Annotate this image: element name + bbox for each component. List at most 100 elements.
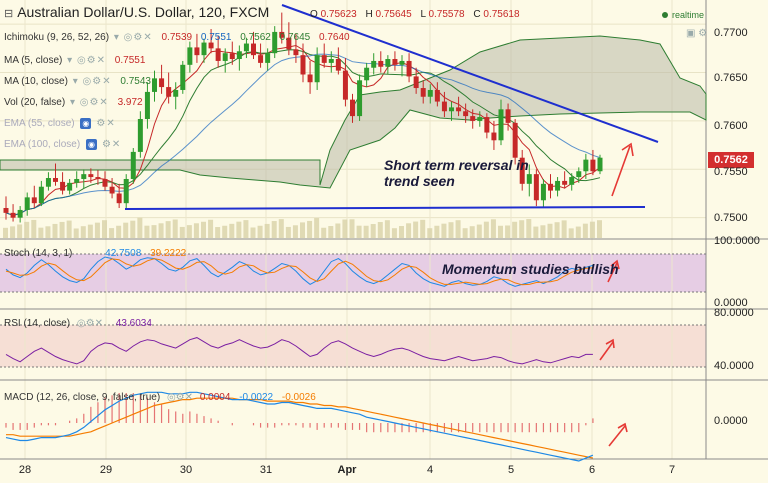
candle-body xyxy=(81,174,87,179)
rsi-y-tick: 40.0000 xyxy=(714,360,754,372)
stoch-d-line xyxy=(5,258,593,286)
volume-bar xyxy=(441,223,447,238)
volume-bar xyxy=(561,220,567,238)
legend-ema100[interactable]: EMA (100, close) ◉ ⚙✕ xyxy=(4,139,122,151)
candle-body xyxy=(420,88,426,97)
candle-body xyxy=(392,59,398,65)
volume-bar xyxy=(589,221,595,238)
bullish-arrows xyxy=(599,142,634,447)
candle-body xyxy=(31,197,37,204)
volume-bar xyxy=(519,220,525,238)
candle-body xyxy=(45,178,51,187)
volume-bar xyxy=(554,222,560,238)
volume-bar xyxy=(193,223,199,238)
volume-bar xyxy=(363,225,369,238)
x-tick: 29 xyxy=(99,464,113,476)
settings-icon[interactable]: ▣ ⚙ xyxy=(686,28,708,39)
candle-body xyxy=(562,180,568,185)
candle-body xyxy=(272,31,278,54)
volume-bar xyxy=(307,220,313,238)
volume-bar xyxy=(533,226,539,238)
volume-bar xyxy=(80,226,86,238)
legend-ichimoku[interactable]: Ichimoku (9, 26, 52, 26) ▾ ◎⚙✕ 0.7539 0.… xyxy=(4,32,350,43)
legend-ema55[interactable]: EMA (55, close) ◉ ⚙✕ xyxy=(4,118,116,130)
candle-body xyxy=(335,59,341,71)
volume-bar xyxy=(547,223,553,238)
candle-body xyxy=(314,55,320,83)
candle-body xyxy=(526,174,532,184)
last-price-tag: 0.7562 xyxy=(708,152,754,168)
volume-bar xyxy=(568,228,574,238)
volume-bar xyxy=(490,219,496,238)
candle-body xyxy=(441,101,447,112)
volume-bar xyxy=(300,222,305,238)
macd-legend[interactable]: MACD (12, 26, close, 9, false, true) ◎⚙✕… xyxy=(4,392,316,403)
volume-bar xyxy=(144,225,150,238)
volume-bar xyxy=(59,221,65,238)
volume-bar xyxy=(151,225,157,238)
candle-body xyxy=(187,47,193,65)
legend-ma5[interactable]: MA (5, close) ▾ ◎⚙✕ 0.7551 xyxy=(4,55,146,66)
support-line[interactable] xyxy=(124,206,646,210)
candle-body xyxy=(399,60,405,65)
volume-bar xyxy=(512,221,518,238)
candle-body xyxy=(548,183,553,191)
volume-bar xyxy=(399,226,404,238)
volume-bar xyxy=(87,224,93,238)
candle-body xyxy=(569,177,575,185)
volume-bar xyxy=(505,225,511,238)
candle-body xyxy=(144,91,150,119)
candle-body xyxy=(159,78,165,88)
stoch-y-tick: 0.0000 xyxy=(714,297,748,309)
candle-body xyxy=(533,174,539,201)
volume-bar xyxy=(45,226,51,238)
candle-body xyxy=(265,53,271,63)
collapse-icon[interactable]: ⊟ xyxy=(4,8,14,20)
arrow-icon-price xyxy=(611,142,634,197)
candlesticks[interactable] xyxy=(3,12,603,223)
annotation-reversal[interactable]: Short term reversal in trend seen xyxy=(384,157,529,189)
volume-bar xyxy=(413,221,419,238)
candle-body xyxy=(215,48,221,61)
realtime-badge: realtime xyxy=(662,10,704,20)
candle-body xyxy=(222,53,228,61)
candle-body xyxy=(427,89,433,97)
candle-body xyxy=(321,55,327,63)
candle-body xyxy=(449,107,454,112)
candle-body xyxy=(3,208,9,213)
candle-body xyxy=(576,171,582,178)
stoch-y-tick: 100.0000 xyxy=(714,235,760,247)
candle-body xyxy=(152,78,157,92)
volume-bar xyxy=(52,223,58,238)
legend-vol[interactable]: Vol (20, false) ▾ ◎⚙✕ 3.972 xyxy=(4,97,143,108)
candle-body xyxy=(364,67,370,81)
volume-bar xyxy=(427,228,433,238)
x-tick: 31 xyxy=(259,464,273,476)
stoch-legend[interactable]: Stoch (14, 3, 1) 42.7508 39.2222 xyxy=(4,248,187,259)
volume-bar xyxy=(356,225,362,238)
candle-body xyxy=(519,157,525,184)
x-tick: 30 xyxy=(179,464,193,476)
volume-bar xyxy=(377,222,383,238)
volume-bar xyxy=(24,221,30,238)
volume-bar xyxy=(462,228,468,238)
candle-body xyxy=(342,70,348,100)
arrow-icon-macd xyxy=(608,422,628,447)
annotation-momentum[interactable]: Momentum studies bullish xyxy=(442,261,619,277)
candle-body xyxy=(208,42,214,49)
candle-body xyxy=(10,212,16,218)
candle-body xyxy=(505,109,511,123)
descending-trendline[interactable] xyxy=(281,4,659,143)
volume-bar xyxy=(158,223,164,238)
rsi-legend[interactable]: RSI (14, close) ◎⚙✕ 43.6034 xyxy=(4,318,152,329)
x-tick: 6 xyxy=(588,464,596,476)
y-tick: 0.7550 xyxy=(714,166,748,178)
candle-body xyxy=(378,60,384,67)
candle-body xyxy=(180,64,186,90)
legend-ma10[interactable]: MA (10, close) ▾ ◎⚙✕ 0.7543 xyxy=(4,76,151,87)
candle-body xyxy=(38,186,44,204)
volume-bar xyxy=(271,221,277,238)
candle-body xyxy=(491,132,497,141)
